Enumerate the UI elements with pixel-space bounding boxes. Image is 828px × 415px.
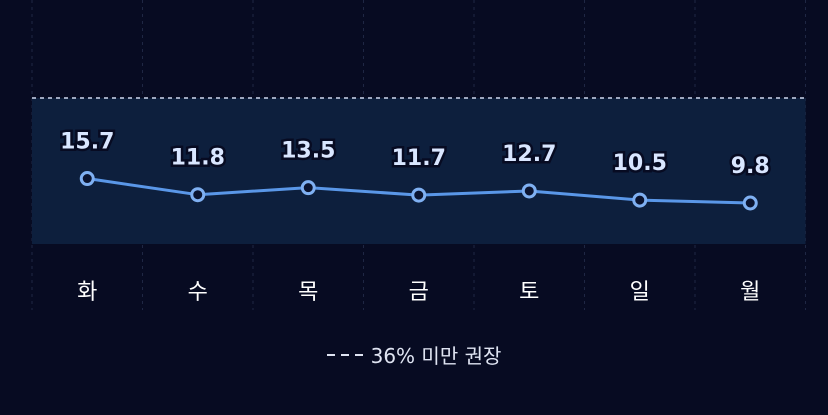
dashed-line-icon bbox=[326, 353, 363, 356]
x-tick-label: 일 bbox=[630, 280, 650, 305]
data-label: 13.5 bbox=[281, 139, 335, 164]
x-tick-label: 목 bbox=[298, 280, 318, 305]
x-tick-label: 수 bbox=[188, 280, 208, 305]
x-tick-label: 금 bbox=[409, 280, 429, 305]
data-point bbox=[411, 187, 427, 203]
data-point bbox=[521, 183, 537, 199]
x-tick-label: 월 bbox=[740, 280, 760, 305]
data-label: 11.8 bbox=[171, 146, 225, 171]
data-label: 15.7 bbox=[60, 130, 114, 155]
chart-legend: 36% 미만 권장 bbox=[0, 340, 828, 369]
data-point bbox=[742, 195, 758, 211]
data-point bbox=[632, 192, 648, 208]
data-label: 10.5 bbox=[613, 151, 667, 176]
data-label: 12.7 bbox=[502, 142, 556, 167]
x-tick-label: 화 bbox=[77, 280, 97, 305]
data-label: 11.7 bbox=[392, 146, 446, 171]
data-point bbox=[300, 180, 316, 196]
data-point bbox=[190, 187, 206, 203]
data-point bbox=[79, 171, 95, 187]
data-label: 9.8 bbox=[731, 154, 770, 179]
x-tick-label: 토 bbox=[519, 280, 539, 305]
recommended-band bbox=[32, 98, 806, 244]
legend-label: 36% 미만 권장 bbox=[370, 344, 502, 368]
